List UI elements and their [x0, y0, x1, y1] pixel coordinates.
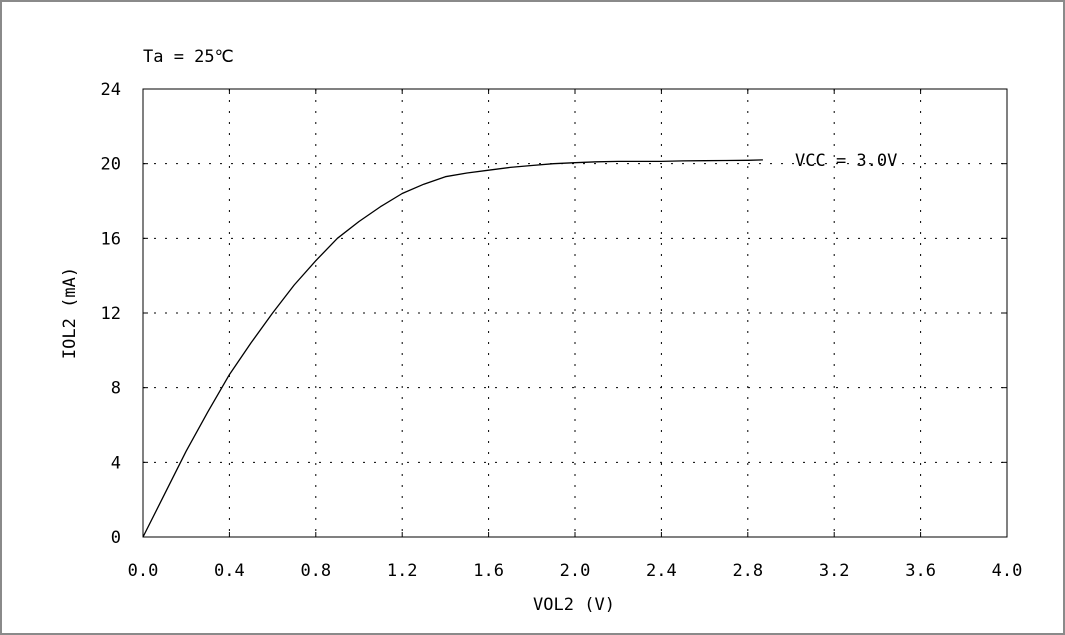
y-tick-label: 4 — [111, 453, 121, 473]
y-tick-label: 8 — [111, 379, 121, 399]
series-label-vcc: VCC = 3.0V — [795, 151, 897, 171]
x-tick-label: 4.0 — [992, 561, 1023, 581]
x-tick-label: 2.4 — [646, 561, 677, 581]
x-tick-label: 0.4 — [214, 561, 245, 581]
x-tick-label: 0.0 — [128, 561, 159, 581]
x-tick-label: 1.2 — [387, 561, 418, 581]
x-tick-label: 1.6 — [473, 561, 504, 581]
y-axis-label: IOL2 (mA) — [60, 267, 80, 359]
x-tick-labels: 0.0 0.4 0.8 1.2 1.6 2.0 2.4 2.8 3.2 3.6 4.0 — [128, 561, 1023, 581]
y-tick-label: 16 — [101, 229, 121, 249]
temperature-annotation: Ta = 25℃ — [143, 47, 234, 67]
y-tick-label: 20 — [101, 155, 121, 175]
y-tick-label: 12 — [101, 304, 121, 324]
series-group — [142, 159, 763, 538]
x-tick-label: 0.8 — [300, 561, 331, 581]
y-tick-labels: 0 4 8 12 16 20 24 — [101, 80, 121, 548]
grid-lines — [143, 89, 1007, 537]
y-tick-label: 0 — [111, 528, 121, 548]
axis-ticks — [142, 88, 1008, 538]
x-tick-label: 2.0 — [560, 561, 591, 581]
x-tick-label: 3.2 — [819, 561, 850, 581]
x-tick-label: 3.6 — [905, 561, 936, 581]
series-line-vcc-3v — [142, 159, 763, 538]
x-axis-label: VOL2 (V) — [533, 595, 615, 615]
y-tick-label: 24 — [101, 80, 121, 100]
x-tick-label: 2.8 — [732, 561, 763, 581]
